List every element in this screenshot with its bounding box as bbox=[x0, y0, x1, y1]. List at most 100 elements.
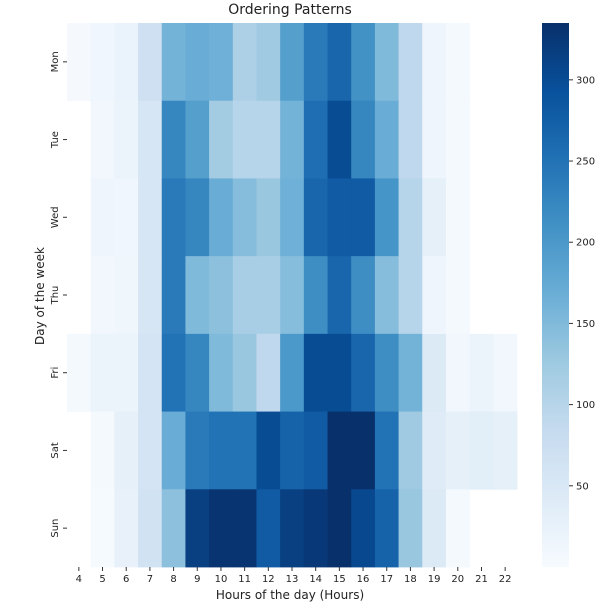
heatmap-cell bbox=[398, 178, 423, 257]
chart-title: Ordering Patterns bbox=[228, 2, 352, 18]
heatmap-cell bbox=[90, 256, 115, 335]
heatmap-cell bbox=[114, 411, 139, 490]
heatmap-cell bbox=[398, 100, 423, 179]
heatmap-cell bbox=[374, 100, 399, 179]
x-tick-label: 12 bbox=[262, 574, 275, 585]
heatmap-cell bbox=[138, 333, 163, 412]
heatmap-cell bbox=[374, 411, 399, 490]
x-tick-label: 7 bbox=[147, 574, 153, 585]
heatmap-cell bbox=[209, 100, 234, 179]
heatmap-cell bbox=[209, 178, 234, 257]
heatmap-cell bbox=[161, 489, 186, 568]
heatmap-cell bbox=[469, 333, 494, 412]
heatmap-cell bbox=[398, 489, 423, 568]
x-tick-label: 9 bbox=[194, 574, 200, 585]
heatmap-cell bbox=[303, 333, 328, 412]
heatmap-cell bbox=[327, 489, 352, 568]
heatmap-cell bbox=[303, 178, 328, 257]
heatmap-cell bbox=[161, 333, 186, 412]
heatmap-cell bbox=[327, 178, 352, 257]
heatmap-cell bbox=[138, 411, 163, 490]
heatmap-cell bbox=[303, 23, 328, 102]
heatmap-cell bbox=[185, 23, 210, 102]
x-tick-label: 8 bbox=[170, 574, 176, 585]
x-axis-label: Hours of the day (Hours) bbox=[216, 588, 364, 602]
heatmap-cell bbox=[374, 489, 399, 568]
heatmap-cell bbox=[256, 178, 281, 257]
heatmap-cell bbox=[232, 256, 257, 335]
heatmap-cell bbox=[445, 178, 471, 257]
x-axis: 4 5 6 7 8 9 10 11 12 13 14 15 16 17 18 19 20 21 22 bbox=[76, 567, 512, 585]
heatmap-cell bbox=[280, 333, 305, 412]
y-tick-label: Mon bbox=[50, 51, 61, 72]
heatmap-cell bbox=[114, 23, 139, 102]
heatmap-cell bbox=[327, 411, 352, 490]
x-tick-label: 20 bbox=[451, 574, 464, 585]
y-tick-label: Sat bbox=[50, 442, 61, 458]
heatmap-cell bbox=[209, 333, 234, 412]
heatmap-cell bbox=[422, 411, 447, 490]
heatmap-cell bbox=[185, 256, 210, 335]
heatmap-cell bbox=[422, 23, 447, 102]
heatmap-cell bbox=[327, 100, 352, 179]
x-tick-label: 5 bbox=[99, 574, 105, 585]
heatmap-cell bbox=[256, 489, 281, 568]
heatmap-cell bbox=[138, 256, 163, 335]
heatmap-cell bbox=[280, 23, 305, 102]
y-axis-label: Day of the week bbox=[33, 247, 47, 345]
x-tick-label: 6 bbox=[123, 574, 129, 585]
heatmap-cell bbox=[280, 178, 305, 257]
x-tick-label: 17 bbox=[380, 574, 393, 585]
heatmap-cell bbox=[445, 411, 471, 490]
colorbar-tick-label: 300 bbox=[576, 75, 595, 86]
heatmap-cell bbox=[90, 23, 115, 102]
x-tick-label: 15 bbox=[333, 574, 346, 585]
heatmap-cell bbox=[351, 100, 376, 179]
heatmap-cell bbox=[161, 411, 186, 490]
x-tick-label: 21 bbox=[475, 574, 488, 585]
heatmap-cell bbox=[232, 489, 257, 568]
heatmap-cell bbox=[351, 178, 376, 257]
heatmap-cell bbox=[351, 23, 376, 102]
heatmap-cell bbox=[90, 489, 115, 568]
x-tick-label: 14 bbox=[309, 574, 322, 585]
heatmap-cell bbox=[114, 489, 139, 568]
colorbar bbox=[542, 23, 569, 567]
colorbar-tick-label: 250 bbox=[576, 157, 595, 168]
heatmap-cell bbox=[232, 178, 257, 257]
heatmap-cell bbox=[351, 489, 376, 568]
heatmap-cell bbox=[67, 23, 92, 102]
heatmap-cell bbox=[232, 411, 257, 490]
heatmap-cell bbox=[185, 411, 210, 490]
heatmap-cell bbox=[303, 411, 328, 490]
heatmap-cell bbox=[398, 23, 423, 102]
heatmap-cell bbox=[138, 489, 163, 568]
heatmap-cell bbox=[114, 100, 139, 179]
heatmap-cell bbox=[90, 411, 115, 490]
heatmap-cell bbox=[209, 23, 234, 102]
heatmap-cell bbox=[303, 489, 328, 568]
y-tick-label: Wed bbox=[50, 206, 61, 228]
x-tick-label: 19 bbox=[428, 574, 441, 585]
heatmap-cell bbox=[185, 489, 210, 568]
y-axis: Mon Tue Wed Thu Fri Sat Sun bbox=[50, 51, 67, 538]
heatmap-cell bbox=[232, 333, 257, 412]
heatmap-cell bbox=[209, 489, 234, 568]
heatmap-cell bbox=[114, 333, 139, 412]
heatmap-cell bbox=[114, 178, 139, 257]
heatmap-cell bbox=[256, 411, 281, 490]
heatmap-cell bbox=[469, 411, 494, 490]
heatmap-cell bbox=[90, 100, 115, 179]
heatmap-cell bbox=[303, 256, 328, 335]
heatmap-cell bbox=[398, 333, 423, 412]
heatmap-cell bbox=[398, 411, 423, 490]
colorbar-tick-label: 150 bbox=[576, 319, 595, 330]
heatmap-cell bbox=[161, 256, 186, 335]
x-tick-label: 18 bbox=[404, 574, 417, 585]
heatmap-cell bbox=[161, 100, 186, 179]
heatmap-cell bbox=[232, 100, 257, 179]
heatmap-cell bbox=[138, 23, 163, 102]
heatmap-cell bbox=[374, 333, 399, 412]
